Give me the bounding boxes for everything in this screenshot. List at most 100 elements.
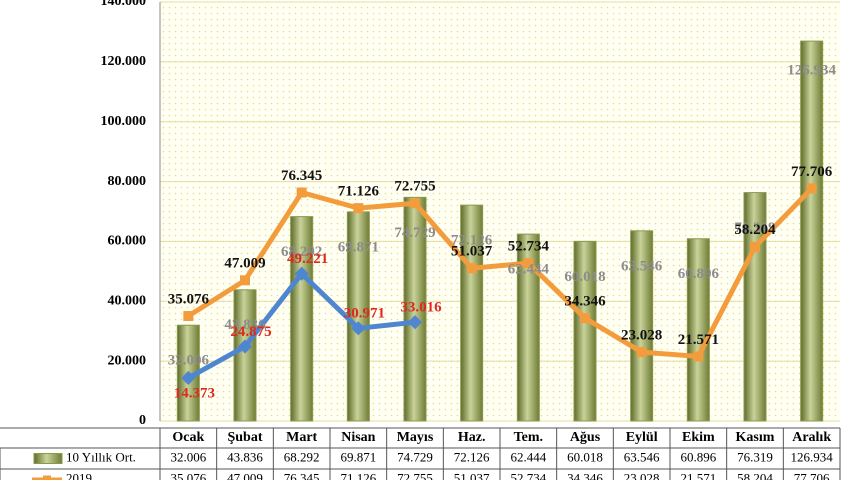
x-tick-label: Ekim xyxy=(682,430,715,445)
table-cell: 77.706 xyxy=(794,470,830,480)
point xyxy=(296,187,307,198)
x-tick-label: Nisan xyxy=(341,430,375,445)
table-cell: 71.126 xyxy=(340,470,376,480)
point xyxy=(806,183,817,194)
legend-key xyxy=(43,475,51,480)
data-label: 52.734 xyxy=(508,239,550,255)
data-label: 35.076 xyxy=(168,291,210,307)
data-label: 30.971 xyxy=(344,306,385,322)
table-cell: 60.018 xyxy=(567,449,603,464)
data-label: 126.934 xyxy=(787,63,836,79)
y-tick-label: 80.000 xyxy=(108,174,147,189)
x-tick-label: Eylül xyxy=(626,430,658,445)
point xyxy=(353,203,364,214)
point xyxy=(693,351,704,362)
table-cell: 47.009 xyxy=(227,470,263,480)
x-tick-label: Mart xyxy=(286,430,317,445)
bar xyxy=(573,240,597,422)
y-tick-label: 100.000 xyxy=(101,114,147,129)
data-label: 24.875 xyxy=(230,324,271,340)
y-tick-label: 120.000 xyxy=(101,54,147,69)
data-label: 32.006 xyxy=(168,353,210,369)
point xyxy=(636,347,647,358)
data-label: 60.018 xyxy=(564,269,605,285)
data-label: 43.836 xyxy=(224,317,266,333)
data-label: 34.346 xyxy=(564,294,606,310)
x-tick-label: Aralık xyxy=(792,430,831,445)
bar xyxy=(800,40,824,422)
table-cell: 74.729 xyxy=(397,449,433,464)
table-cell: 76.345 xyxy=(284,470,320,480)
point xyxy=(294,266,309,281)
table-cell: 76.319 xyxy=(737,449,773,464)
point xyxy=(181,370,196,386)
data-label: 47.009 xyxy=(224,256,265,272)
x-tick-label: Mayıs xyxy=(397,430,434,445)
table-cell: 60.896 xyxy=(680,449,716,464)
data-label: 69.871 xyxy=(338,239,379,255)
table-cell: 21.571 xyxy=(680,470,716,480)
y-tick-label: 0 xyxy=(139,413,146,428)
data-label: 74.729 xyxy=(394,225,435,241)
data-label: 72.126 xyxy=(451,233,493,249)
table-cell: 126.934 xyxy=(791,449,834,464)
data-label: 63.546 xyxy=(621,258,663,274)
point xyxy=(240,275,250,286)
table-cell: 69.871 xyxy=(340,449,376,464)
table-cell: 68.292 xyxy=(284,449,320,464)
x-tick-label: Ağus xyxy=(570,430,601,445)
data-label: 49.221 xyxy=(287,251,328,267)
table-cell: 35.076 xyxy=(170,470,206,480)
x-tick-label: Şubat xyxy=(227,430,262,445)
bar xyxy=(516,233,540,422)
bar xyxy=(743,192,767,422)
plot-area xyxy=(160,2,840,421)
data-label: 72.755 xyxy=(394,179,435,195)
legend-label: 10 Yıllık Ort. xyxy=(66,449,136,464)
point xyxy=(466,263,477,274)
legend-key xyxy=(33,453,63,464)
x-tick-label: Haz. xyxy=(458,430,486,445)
table-cell: 72.755 xyxy=(397,470,433,480)
table-cell: 63.546 xyxy=(624,449,660,464)
line xyxy=(187,186,814,359)
table-cell: 34.346 xyxy=(567,470,603,480)
table-cell: 52.734 xyxy=(510,470,546,480)
point xyxy=(183,311,194,322)
table-cell: 23.028 xyxy=(624,470,660,480)
legend-label: 2019 xyxy=(66,470,92,480)
table-cell: 43.836 xyxy=(227,449,263,464)
point xyxy=(410,198,420,209)
data-label: 76.345 xyxy=(281,168,322,184)
table-cell: 72.126 xyxy=(454,449,490,464)
x-tick-label: Tem. xyxy=(514,430,543,445)
table-cell: 51.037 xyxy=(454,470,490,480)
data-label: 60.896 xyxy=(678,266,720,282)
y-tick-label: 60.000 xyxy=(108,234,147,249)
y-tick-label: 20.000 xyxy=(108,353,147,368)
point xyxy=(237,339,253,354)
data-label: 71.126 xyxy=(338,184,380,200)
data-label: 14.373 xyxy=(174,385,215,401)
bar xyxy=(630,230,654,422)
data-label: 23.028 xyxy=(621,328,662,344)
point xyxy=(750,241,760,252)
y-tick-label: 140.000 xyxy=(101,0,147,9)
x-tick-label: Kasım xyxy=(736,430,775,445)
table-cell: 32.006 xyxy=(170,449,206,464)
data-label: 76.319 xyxy=(734,220,775,236)
data-label: 58.204 xyxy=(734,222,776,238)
point xyxy=(351,321,366,336)
point xyxy=(407,315,423,330)
data-label: 21.571 xyxy=(678,332,719,348)
data-label: 68.292 xyxy=(281,244,322,260)
bar xyxy=(403,196,427,422)
bar xyxy=(233,289,257,422)
point xyxy=(523,258,534,269)
x-tick-label: Ocak xyxy=(172,430,204,445)
data-label: 51.037 xyxy=(451,244,493,260)
point xyxy=(580,313,590,324)
bar xyxy=(290,216,314,422)
table-cell: 58.204 xyxy=(737,470,773,480)
